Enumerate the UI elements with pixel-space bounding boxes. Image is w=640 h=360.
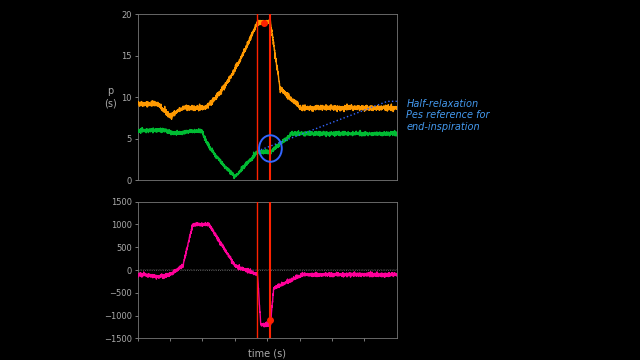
Y-axis label: p
(s): p (s) <box>104 86 117 108</box>
X-axis label: time (s): time (s) <box>248 348 286 358</box>
Text: Half-relaxation
Pes reference for
end-inspiration: Half-relaxation Pes reference for end-in… <box>406 99 490 132</box>
